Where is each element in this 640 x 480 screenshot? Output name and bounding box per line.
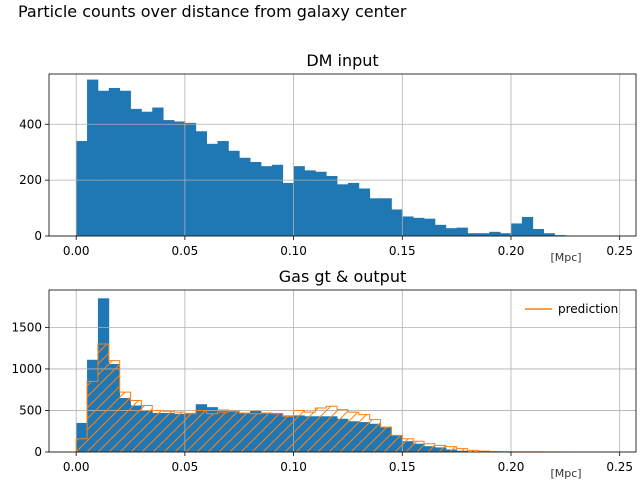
- histogram-bar: [260, 166, 273, 236]
- histogram-bar: [174, 121, 186, 236]
- x-axis-label: [Mpc]: [550, 251, 581, 264]
- x-tick-label: 0.00: [63, 460, 90, 474]
- x-tick-label: 0.20: [498, 244, 525, 258]
- histogram-bar: [467, 233, 479, 236]
- y-tick-label: 1000: [11, 362, 42, 376]
- histogram-bar: [315, 171, 327, 236]
- histogram-bar: [217, 141, 229, 236]
- y-tick-label: 500: [19, 403, 42, 417]
- y-tick-label: 1500: [11, 320, 42, 334]
- x-tick-label: 0.20: [498, 460, 525, 474]
- x-tick-label: 0.10: [280, 244, 307, 258]
- histogram-bar: [521, 217, 534, 236]
- histogram-bar: [228, 150, 240, 236]
- histogram-bar: [489, 231, 501, 236]
- histogram-bar: [184, 122, 197, 236]
- y-tick-label: 0: [34, 229, 42, 243]
- histogram-bar: [424, 218, 436, 236]
- histogram-bar: [456, 227, 468, 236]
- y-tick-label: 400: [19, 117, 42, 131]
- histogram-bar: [347, 182, 360, 236]
- gas-panel: Gas gt & output 0.00 0.05 0.10 0.15 0.20 0.25 0…: [11, 267, 637, 480]
- x-tick-label: 0.10: [280, 460, 307, 474]
- histogram-bar: [87, 79, 99, 236]
- histogram-bar: [206, 143, 218, 236]
- x-axis-label: [Mpc]: [550, 467, 581, 480]
- panel-title: Gas gt & output: [279, 267, 406, 286]
- x-tick-label: 0.00: [63, 244, 90, 258]
- histogram-bar: [543, 233, 555, 236]
- histogram-bar: [380, 198, 392, 236]
- histogram-bar: [445, 228, 458, 236]
- histogram-bar: [554, 235, 566, 236]
- x-tick-label: 0.05: [172, 460, 199, 474]
- legend-label-prediction: prediction: [558, 302, 618, 316]
- histogram-bar: [97, 90, 110, 236]
- histogram-bar: [250, 161, 262, 236]
- histogram-bar: [510, 223, 523, 236]
- panel-title: DM input: [306, 51, 378, 70]
- histogram-bar: [152, 107, 164, 236]
- y-tick-label: 200: [19, 173, 42, 187]
- histogram-bar: [478, 233, 490, 236]
- histogram-bar: [358, 188, 371, 236]
- histogram-bar: [434, 224, 447, 236]
- histogram-bar: [337, 184, 349, 236]
- dm-input-panel: DM input 0.00 0.05 0.10 0.15 0.20 0.25 0 200 400 […: [19, 51, 637, 264]
- axes-frame: [48, 73, 637, 237]
- histogram-bar: [304, 170, 316, 236]
- x-tick-label: 0.25: [606, 244, 633, 258]
- histogram-bar: [293, 166, 305, 236]
- x-tick-label: 0.25: [606, 460, 633, 474]
- histogram-bar: [369, 198, 381, 236]
- histogram-bar: [141, 111, 153, 236]
- histogram-bar: [119, 90, 131, 236]
- histogram-bar: [163, 120, 175, 236]
- histogram-bar: [130, 108, 142, 236]
- histogram-bar: [108, 87, 121, 236]
- histogram-bar: [326, 175, 338, 236]
- histogram-bar: [413, 217, 425, 236]
- histogram-bar: [532, 229, 545, 236]
- histogram-bar: [76, 422, 88, 452]
- x-tick-label: 0.15: [389, 244, 416, 258]
- prediction-hatch: [76, 344, 566, 452]
- axes-frame: [48, 289, 637, 453]
- prediction-step-line: [75, 343, 566, 453]
- histogram-bar: [402, 216, 414, 236]
- x-tick-label: 0.15: [389, 460, 416, 474]
- x-tick-label: 0.05: [172, 244, 199, 258]
- histogram-bar: [76, 141, 88, 236]
- histogram-bar: [195, 131, 208, 236]
- histogram-bar: [271, 164, 284, 236]
- histogram-bar: [500, 233, 512, 236]
- y-tick-label: 0: [34, 445, 42, 459]
- figure-title: Particle counts over distance from galax…: [18, 2, 407, 21]
- histogram-bar: [239, 157, 251, 236]
- histogram-bar: [282, 182, 294, 236]
- histogram-bar: [391, 209, 403, 236]
